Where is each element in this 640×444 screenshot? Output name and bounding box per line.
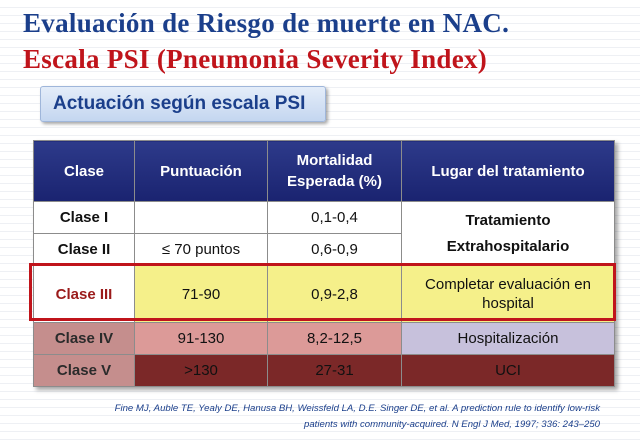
- lugar-line-2: Extrahospitalario: [446, 237, 570, 255]
- table-row-clase-v: Clase V >130 27-31 UCI: [33, 354, 615, 387]
- lugar-line-1: Tratamiento: [465, 211, 551, 229]
- cell-clase: Clase III: [33, 265, 135, 323]
- cell-lugar-text: Completar evaluación en hospital: [425, 276, 591, 312]
- psi-table: Clase Puntuación Mortalidad Esperada (%)…: [33, 140, 615, 387]
- header-mortalidad-text: Mortalidad Esperada (%): [286, 152, 383, 190]
- cell-mortalidad: 0,1-0,4: [267, 201, 402, 234]
- cell-clase: Clase I: [33, 201, 135, 234]
- cell-clase: Clase IV: [33, 322, 135, 355]
- table-row-clase-iv: Clase IV 91-130 8,2-12,5 Hospitalización: [33, 322, 615, 355]
- section-label: Actuación según escala PSI: [53, 93, 306, 114]
- cell-puntuacion: [134, 201, 268, 234]
- header-puntuacion: Puntuación: [134, 140, 268, 202]
- reference-citation: Fine MJ, Auble TE, Yealy DE, Hanusa BH, …: [40, 401, 600, 433]
- table-row-clase-i: Clase I 0,1-0,4 Tratamiento Extrahospita…: [33, 201, 615, 266]
- cell-clase: Clase V: [33, 354, 135, 387]
- header-lugar: Lugar del tratamiento: [401, 140, 615, 202]
- header-mortalidad: Mortalidad Esperada (%): [267, 140, 402, 202]
- page-title: Evaluación de Riesgo de muerte en NAC.: [23, 8, 510, 38]
- cell-clase: Clase II: [33, 233, 135, 266]
- table-row-clase-iii: Clase III 71-90 0,9-2,8 Completar evalua…: [33, 265, 615, 323]
- table-header-row: Clase Puntuación Mortalidad Esperada (%)…: [33, 140, 615, 202]
- page-subtitle-psi: Escala PSI (Pneumonia Severity Index): [23, 44, 488, 74]
- reference-line-1: Fine MJ, Auble TE, Yealy DE, Hanusa BH, …: [114, 403, 600, 414]
- cell-mortalidad: 27-31: [267, 354, 402, 387]
- reference-line-2: patients with community-acquired. N Engl…: [304, 419, 600, 430]
- cell-puntuacion: >130: [134, 354, 268, 387]
- section-label-box: Actuación según escala PSI: [40, 86, 326, 122]
- cell-lugar-extrahospitalario: Tratamiento Extrahospitalario: [401, 201, 615, 266]
- cell-lugar: Completar evaluación en hospital: [401, 265, 615, 323]
- cell-lugar: UCI: [401, 354, 615, 387]
- cell-mortalidad: 8,2-12,5: [267, 322, 402, 355]
- cell-puntuacion: ≤ 70 puntos: [134, 233, 268, 266]
- header-clase: Clase: [33, 140, 135, 202]
- cell-lugar: Hospitalización: [401, 322, 615, 355]
- cell-puntuacion: 71-90: [134, 265, 268, 323]
- table-row-clase-ii: Clase II ≤ 70 puntos 0,6-0,9: [33, 233, 615, 266]
- cell-puntuacion: 91-130: [134, 322, 268, 355]
- cell-mortalidad: 0,6-0,9: [267, 233, 402, 266]
- cell-mortalidad: 0,9-2,8: [267, 265, 402, 323]
